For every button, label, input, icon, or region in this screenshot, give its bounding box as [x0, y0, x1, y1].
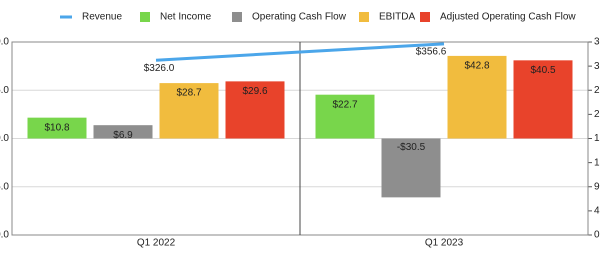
bar	[27, 117, 87, 139]
bar	[513, 60, 573, 139]
y2-tick-label: 360	[594, 37, 600, 48]
bar-label: $22.7	[332, 99, 357, 110]
line-label: $356.6	[416, 46, 447, 57]
y2-tick-label: 90	[594, 181, 600, 192]
bar	[93, 125, 153, 139]
legend-label: Net Income	[160, 12, 212, 23]
y2-tick-label: 0	[594, 230, 600, 241]
legend-swatch	[140, 12, 150, 22]
y2-tick-label: 180	[594, 133, 600, 144]
line	[155, 42, 445, 62]
bar	[225, 81, 285, 139]
legend-swatch	[232, 12, 242, 22]
legend-label: Revenue	[82, 12, 122, 23]
bar-label: $6.9	[113, 130, 133, 141]
legend-label: Adjusted Operating Cash Flow	[440, 12, 576, 23]
bar-label: $28.7	[176, 88, 201, 99]
y-tick-label: -25.0	[0, 181, 9, 192]
y-tick-label: 0.0	[0, 133, 9, 144]
y-tick-label: 25.0	[0, 85, 9, 96]
legend-swatch	[420, 12, 430, 22]
bar-label: $29.6	[242, 86, 267, 97]
bar-label: $40.5	[530, 65, 555, 76]
legend-label: EBITDA	[379, 12, 415, 23]
x-tick-label: Q1 2023	[425, 238, 464, 249]
bar	[381, 138, 441, 198]
y-tick-label: -50.0	[0, 230, 9, 241]
y2-tick-label: 45	[594, 206, 600, 217]
bar-label: $42.8	[464, 61, 489, 72]
y2-tick-label: 315	[594, 61, 600, 72]
bar	[159, 83, 219, 139]
bar	[315, 94, 375, 139]
legend-label: Operating Cash Flow	[252, 12, 347, 23]
y2-tick-label: 270	[594, 85, 600, 96]
y-tick-label: 50.0	[0, 37, 9, 48]
legend-swatch	[359, 12, 369, 22]
bar	[447, 55, 507, 139]
y2-tick-label: 225	[594, 109, 600, 120]
bar-label: $10.8	[44, 122, 69, 133]
bar-label: -$30.5	[397, 142, 426, 153]
x-tick-label: Q1 2022	[137, 238, 176, 249]
line-label: $326.0	[144, 63, 175, 74]
y2-tick-label: 135	[594, 157, 600, 168]
